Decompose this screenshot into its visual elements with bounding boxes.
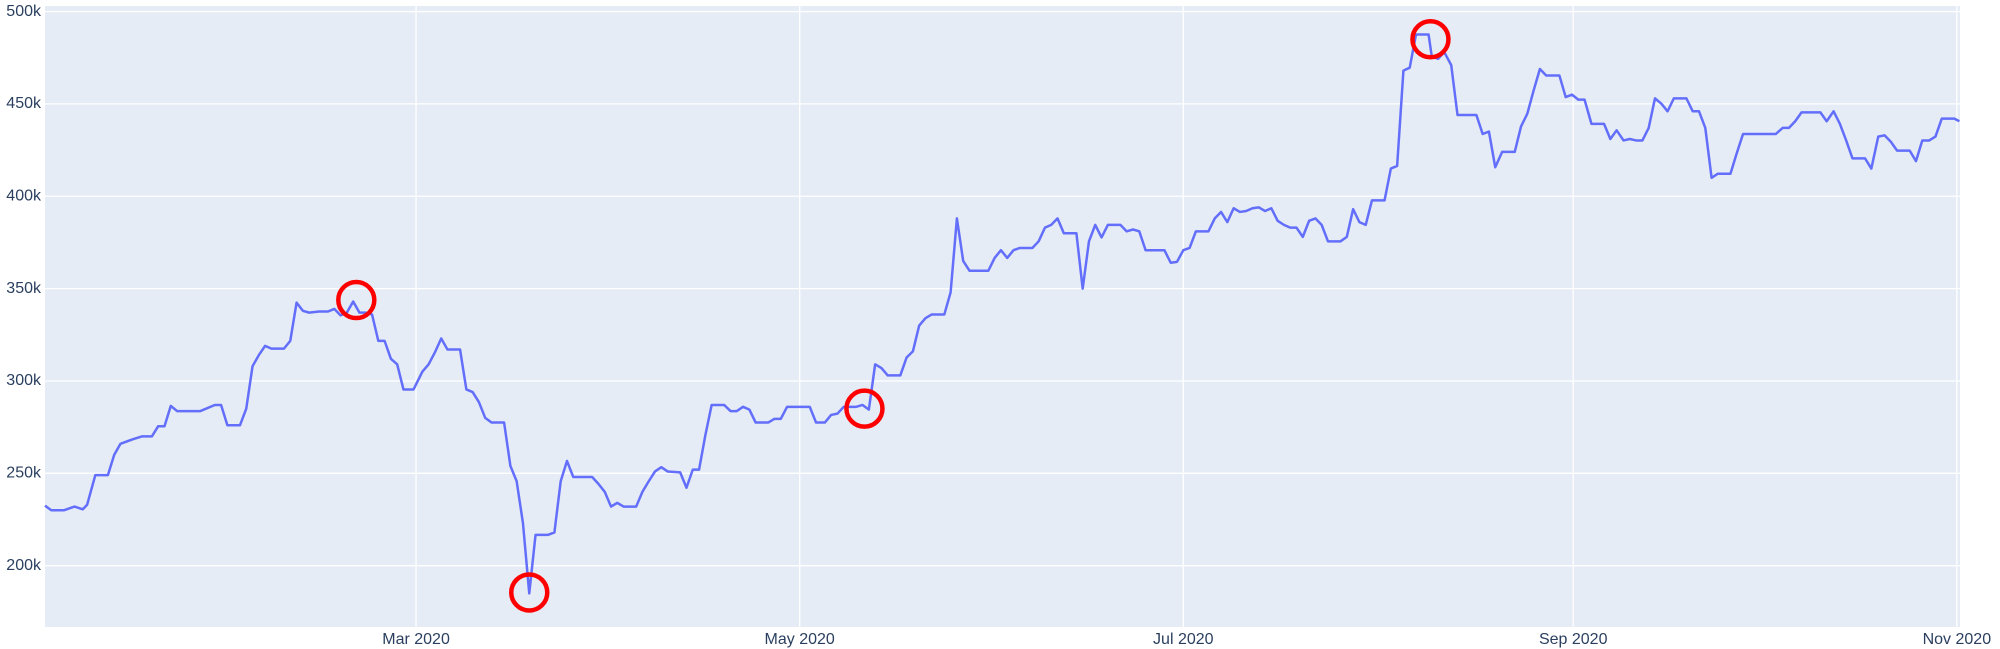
highlight-marker	[336, 279, 377, 321]
y-tick-label: 300k	[6, 372, 42, 389]
y-tick-label: 350k	[6, 280, 42, 297]
highlight-marker	[1410, 18, 1451, 60]
x-tick-label: Mar 2020	[382, 631, 450, 648]
y-tick-label: 200k	[6, 557, 42, 574]
y-tick-label: 450k	[6, 95, 42, 112]
y-tick-label: 250k	[6, 465, 42, 482]
x-tick-label: May 2020	[765, 631, 835, 648]
y-tick-label: 400k	[6, 187, 42, 204]
highlight-marker	[844, 388, 885, 429]
x-tick-label: Sep 2020	[1539, 631, 1608, 648]
x-tick-label: Jul 2020	[1153, 631, 1214, 648]
line	[44, 33, 1960, 595]
highlight-marker	[509, 572, 550, 613]
x-tick-label: Nov 2020	[1923, 631, 1992, 648]
y-tick-label: 500k	[6, 3, 42, 20]
